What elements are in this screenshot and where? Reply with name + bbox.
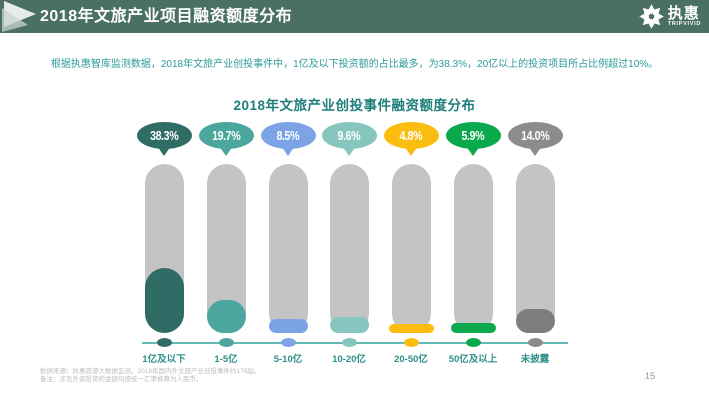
footnotes: 数据来源：执惠旅游大数据监测，2018年国内外文旅产业创投事件约176起。 备注… (40, 368, 260, 384)
bubble-tail-icon (157, 146, 171, 156)
brand-name: 执惠 (667, 4, 700, 22)
bar-track (515, 164, 555, 333)
category-label: 1-5亿 (214, 354, 238, 365)
category-label: 未披露 (520, 354, 550, 365)
bar-track (268, 164, 308, 333)
value-label: 38.3% (149, 128, 179, 143)
bubble-tail-icon (528, 146, 542, 156)
chart-title: 2018年文旅产业创投事件融资额度分布 (233, 98, 476, 113)
page-number: 15 (644, 371, 656, 382)
axis-dot (527, 338, 543, 347)
bar-track (144, 164, 184, 333)
bar-fill (388, 324, 434, 333)
category-label: 10-20亿 (332, 354, 366, 365)
axis-dot (280, 338, 296, 347)
bubble-tail-icon (219, 146, 233, 156)
bar-track (450, 164, 496, 333)
value-label: 5.9% (461, 128, 485, 143)
value-bubble: 14.0% (507, 122, 563, 149)
bar-fill (206, 300, 246, 333)
bubble-tail-icon (466, 146, 480, 156)
value-bubble: 38.3% (136, 122, 192, 149)
bar-track (329, 164, 369, 333)
bubble-tail-icon (404, 146, 418, 156)
page-title: 2018年文旅产业项目融资额度分布 (40, 8, 293, 25)
value-label: 9.6% (337, 128, 361, 143)
bubble-tail-icon (281, 146, 295, 156)
footnote-source: 数据来源：执惠旅游大数据监测，2018年国内外文旅产业创投事件约176起。 (40, 368, 261, 375)
bar-track (206, 164, 246, 333)
bubble-tail-icon (342, 146, 356, 156)
axis-dot (341, 338, 357, 347)
bar-fill (450, 323, 496, 333)
triangles-icon (2, 1, 36, 32)
value-label: 4.8% (399, 128, 423, 143)
value-bubble: 8.5% (260, 122, 316, 149)
brand-subtitle: TRIPVIVID (667, 21, 701, 27)
value-bubble: 9.6% (321, 122, 377, 149)
category-label: 1亿及以下 (142, 354, 186, 365)
category-label: 50亿及以上 (448, 354, 498, 365)
axis-dot (218, 338, 234, 347)
bar-fill (329, 317, 369, 333)
intro-text: 根据执惠智库监测数据，2018年文旅产业创投事件中，1亿及以下投资额的占比最多，… (50, 59, 659, 70)
value-bubble: 19.7% (198, 122, 254, 149)
axis-dot (403, 338, 419, 347)
header-bar: 2018年文旅产业项目融资额度分布 执惠 TRIPVIVID (0, 0, 709, 33)
value-label: 19.7% (211, 128, 241, 143)
bar-fill (268, 319, 308, 333)
bar-fill (144, 268, 184, 333)
category-label: 20-50亿 (394, 354, 428, 365)
axis-dot (465, 338, 481, 347)
axis-dot (156, 338, 172, 347)
value-label: 14.0% (520, 128, 550, 143)
value-bubble: 4.8% (383, 122, 439, 149)
category-label: 5-10亿 (273, 354, 303, 365)
brand-logo: 执惠 TRIPVIVID (638, 3, 701, 30)
value-label: 8.5% (276, 128, 300, 143)
bar-track (388, 164, 434, 333)
bar-fill (515, 309, 555, 333)
star-logo-icon (639, 4, 664, 29)
footnote-remark: 备注：涉及外资投资的金额均按统一汇率换算为人民币。 (40, 376, 203, 383)
value-bubble: 5.9% (445, 122, 501, 149)
